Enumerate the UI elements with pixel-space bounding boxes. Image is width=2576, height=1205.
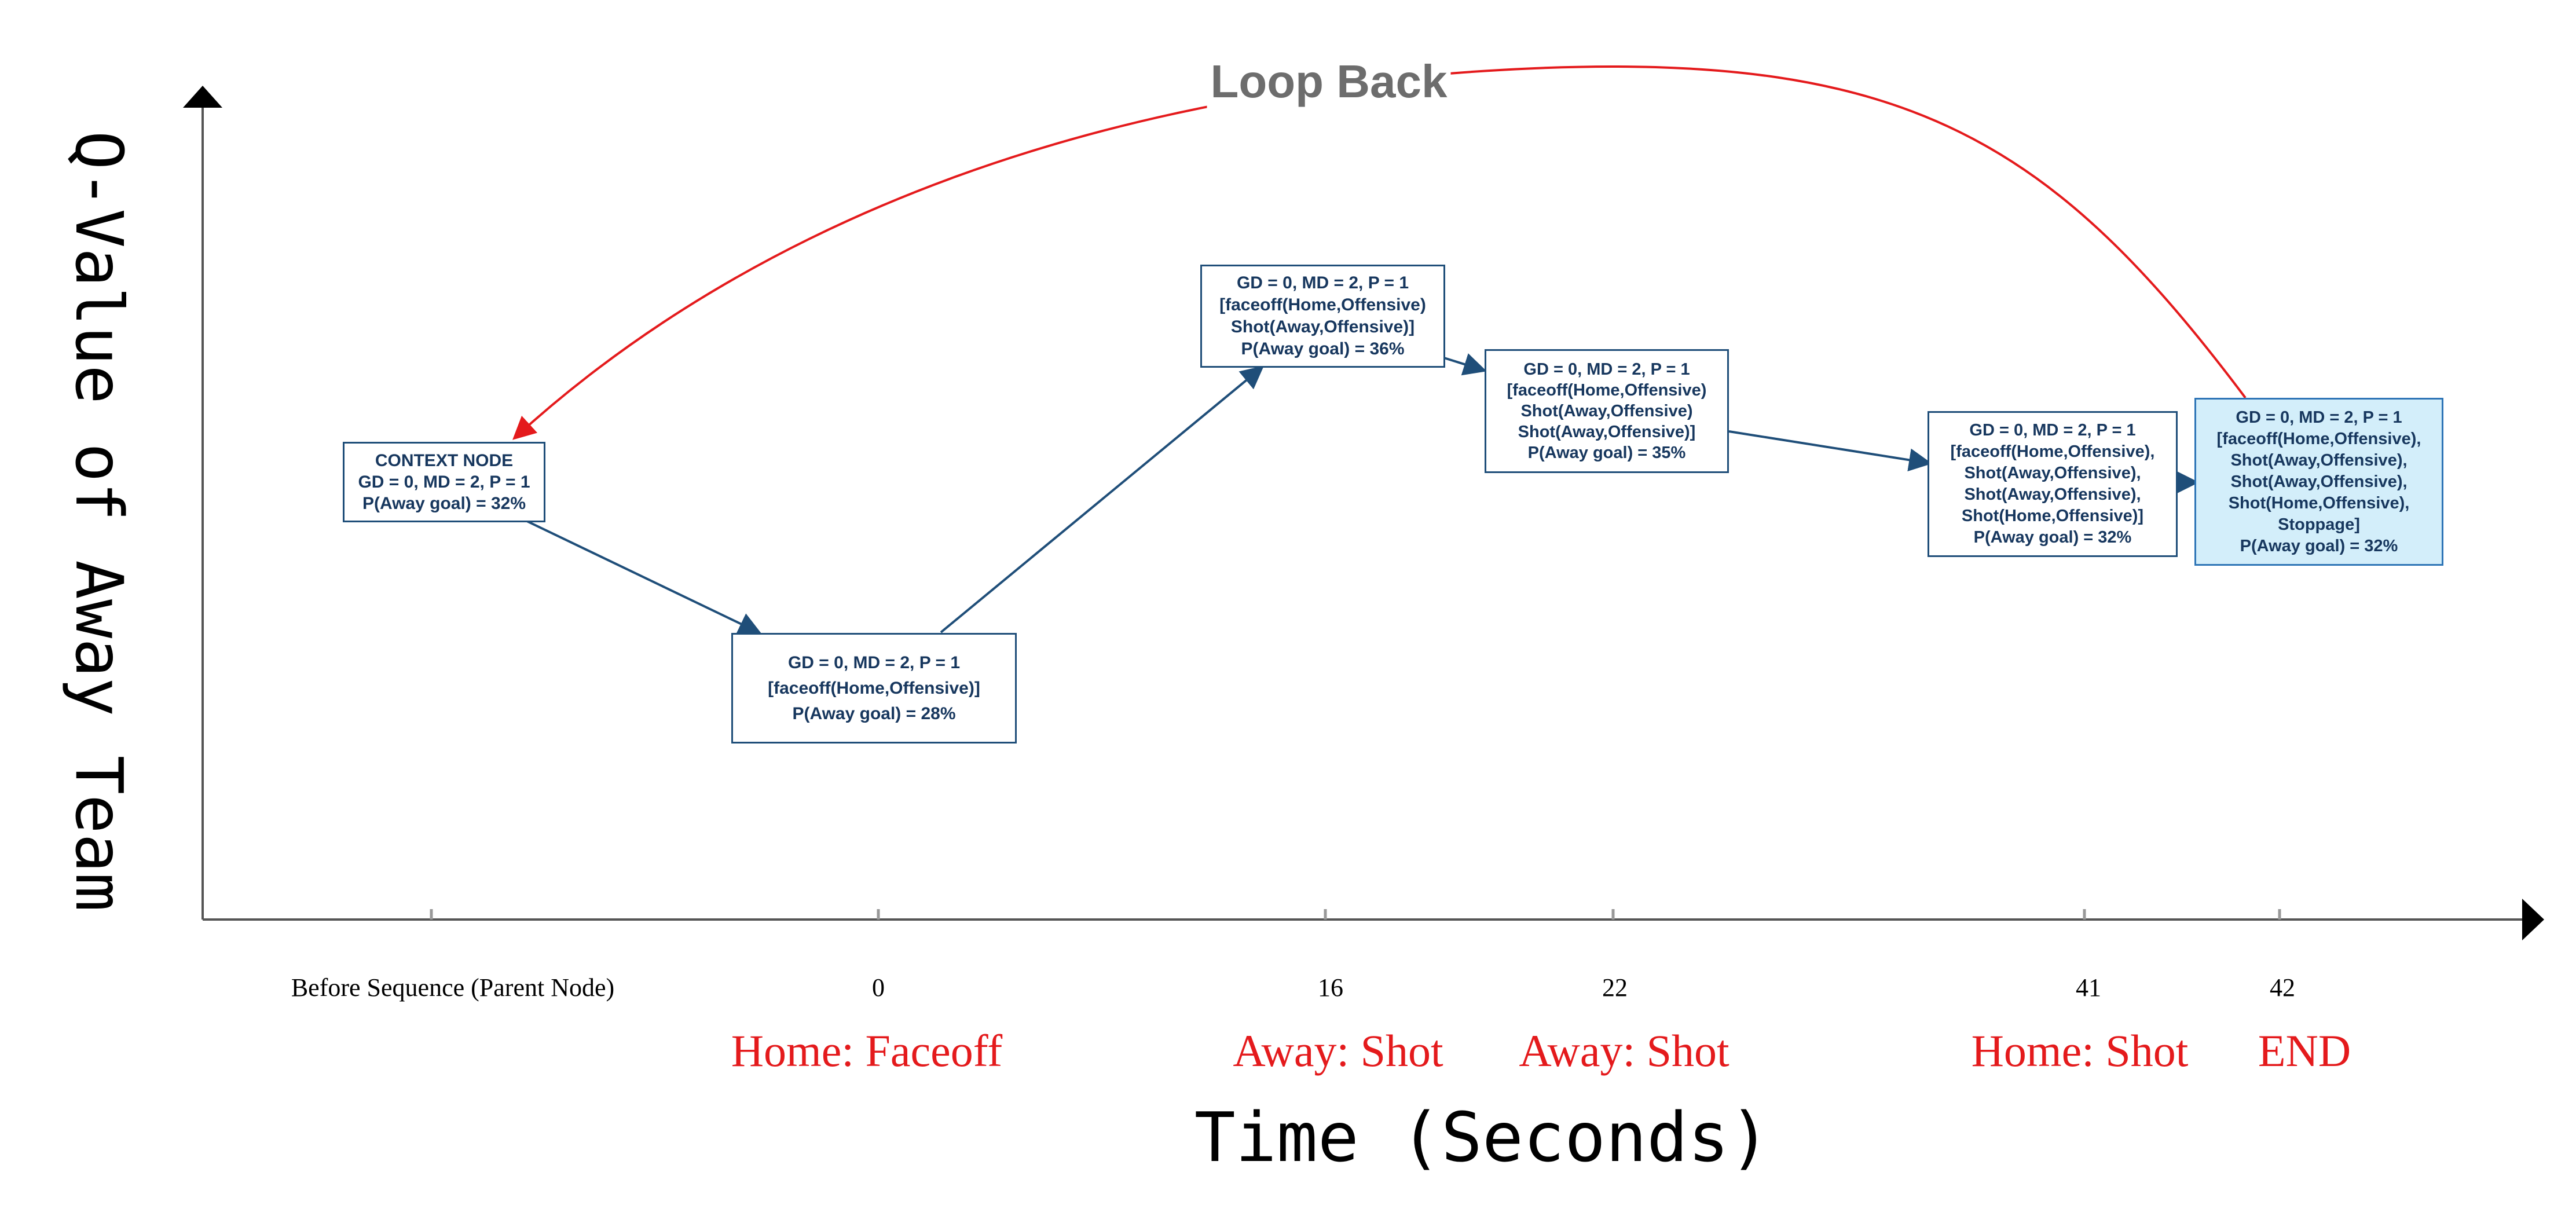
y-axis-title: Q-Value of Away Team [61, 130, 136, 912]
node-line: GD = 0, MD = 2, P = 1 [2236, 408, 2402, 427]
node-line: Shot(Away,Offensive)] [1230, 317, 1415, 336]
node-line: [faceoff(Home,Offensive) [1507, 381, 1707, 400]
node-line: [faceoff(Home,Offensive) [1219, 295, 1426, 314]
x-tick-label: 42 [2270, 973, 2295, 1002]
node-line: GD = 0, MD = 2, P = 1 [1969, 421, 2136, 439]
x-tick-label: Before Sequence (Parent Node) [291, 973, 615, 1002]
x-tick-label: 0 [872, 973, 885, 1002]
node-line: Shot(Away,Offensive), [2230, 472, 2408, 491]
state-node-t41: GD = 0, MD = 2, P = 1 [faceoff(Home,Offe… [1928, 411, 2178, 557]
node-line: P(Away goal) = 35% [1527, 444, 1686, 462]
node-line: P(Away goal) = 28% [792, 704, 956, 723]
state-node-t16: GD = 0, MD = 2, P = 1 [faceoff(Home,Offe… [1200, 265, 1445, 368]
node-line: Shot(Home,Offensive), [2228, 493, 2410, 512]
x-tick-label: 22 [1602, 973, 1628, 1002]
x-axis-arrowhead [2522, 899, 2544, 940]
event-label: Home: Shot [1971, 1025, 2189, 1076]
loop-back-label: Loop Back [1207, 55, 1451, 108]
node-line: Shot(Away,Offensive)] [1518, 423, 1696, 441]
node-line: Stoppage] [2278, 515, 2360, 534]
node-line: GD = 0, MD = 2, P = 1 [358, 473, 530, 492]
node-line: [faceoff(Home,Offensive), [1950, 442, 2155, 461]
event-label: END [2258, 1025, 2351, 1076]
node-line: Shot(Away,Offensive), [1964, 485, 2141, 504]
x-tick-label: 41 [2076, 973, 2101, 1002]
node-line: GD = 0, MD = 2, P = 1 [1236, 273, 1409, 292]
event-label: Home: Faceoff [731, 1025, 1003, 1076]
transition-arrow [526, 520, 762, 635]
node-line: GD = 0, MD = 2, P = 1 [787, 653, 961, 672]
node-line: GD = 0, MD = 2, P = 1 [1523, 360, 1690, 379]
event-label: Away: Shot [1233, 1025, 1443, 1076]
state-node-t42-end: GD = 0, MD = 2, P = 1 [faceoff(Home,Offe… [2194, 398, 2443, 566]
x-tick-label: 16 [1318, 973, 1343, 1002]
node-line: CONTEXT NODE [375, 451, 514, 470]
node-line: P(Away goal) = 32% [2240, 536, 2398, 555]
node-line: Shot(Away,Offensive) [1520, 402, 1693, 420]
node-line: P(Away goal) = 36% [1241, 339, 1405, 358]
node-line: Shot(Away,Offensive), [2230, 450, 2408, 470]
node-line: P(Away goal) = 32% [362, 494, 526, 513]
node-line: [faceoff(Home,Offensive), [2216, 429, 2421, 448]
node-line: Shot(Home,Offensive)] [1961, 507, 2144, 525]
transition-arrow [940, 365, 1265, 633]
y-axis-arrowhead [183, 86, 222, 108]
node-line: Shot(Away,Offensive), [1964, 464, 2141, 482]
transition-arrow [1728, 430, 1932, 472]
event-label: Away: Shot [1519, 1025, 1729, 1076]
node-line: P(Away goal) = 32% [1973, 528, 2132, 547]
context-node: CONTEXT NODE GD = 0, MD = 2, P = 1 P(Awa… [343, 442, 545, 522]
transition-arrow [1443, 353, 1487, 376]
x-axis-title: Time (Seconds) [1194, 1097, 1771, 1177]
loop-back-arrow [512, 65, 2247, 440]
node-line: [faceoff(Home,Offensive)] [768, 678, 980, 698]
state-node-t22: GD = 0, MD = 2, P = 1 [faceoff(Home,Offe… [1485, 349, 1729, 473]
state-node-t0: GD = 0, MD = 2, P = 1 [faceoff(Home,Offe… [731, 633, 1017, 743]
